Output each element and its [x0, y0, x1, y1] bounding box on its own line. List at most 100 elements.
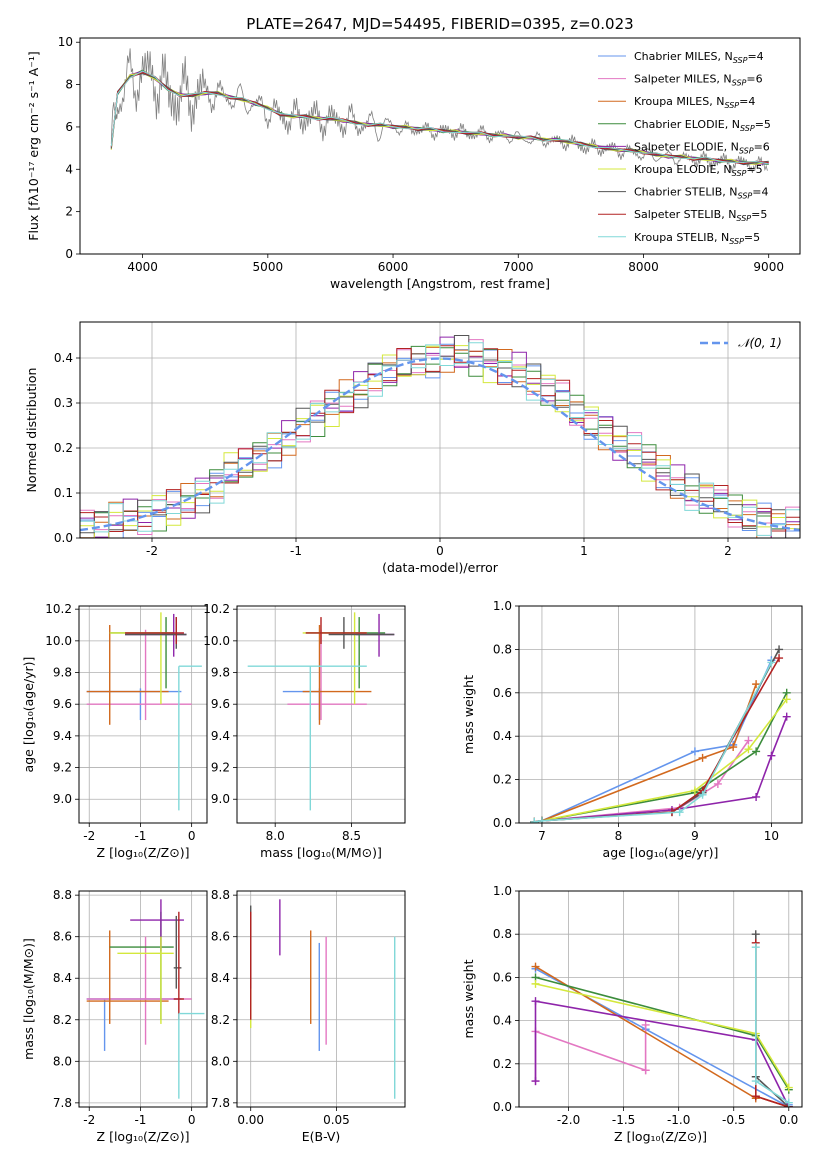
- y-tick-label: 0.6: [493, 970, 512, 984]
- errorbar-point: [173, 911, 184, 1020]
- x-tick-label: 8.0: [266, 829, 285, 843]
- x-tick-label: 9000: [753, 260, 784, 274]
- model-line: [110, 70, 769, 165]
- plot-area: [86, 899, 205, 1099]
- weight-marker: [782, 695, 791, 704]
- weight-marker: [641, 1020, 650, 1029]
- legend-label: Salpeter MILES, NSSP=6: [634, 73, 763, 88]
- weight-marker: [751, 943, 760, 952]
- legend-label: Kroupa MILES, NSSP=4: [634, 95, 755, 110]
- y-tick-label: 8.2: [211, 1013, 230, 1027]
- weight-marker: [729, 743, 738, 752]
- weight-marker: [530, 817, 539, 823]
- errorbar-point: [178, 665, 202, 811]
- axes-frame: [79, 321, 801, 539]
- errorbar-point: [109, 911, 174, 1020]
- y-tick-label: 0.4: [493, 729, 512, 743]
- x-axis-label: age [log₁₀(age/yr)]: [603, 845, 719, 860]
- axes-frame: [236, 605, 406, 824]
- y-axis-label: mass weight: [461, 959, 476, 1038]
- y-tick-label: 8.8: [211, 888, 230, 902]
- y-axis-label: Normed distribution: [24, 368, 39, 493]
- weight-marker: [744, 745, 753, 754]
- x-tick-label: 0.0: [779, 1113, 798, 1127]
- axes-frame: [78, 890, 208, 1108]
- weight-marker: [751, 1077, 760, 1086]
- plot-area: [530, 645, 791, 823]
- x-tick-label: -1.5: [612, 1113, 635, 1127]
- weight-marker: [784, 1083, 793, 1092]
- y-axis-label: Flux [fλ10⁻¹⁷ erg cm⁻² s⁻¹ A⁻¹]: [26, 51, 41, 240]
- y-tick-label: 8.2: [53, 1013, 72, 1027]
- y-axis-label: mass weight: [461, 675, 476, 754]
- y-tick-label: 0.8: [493, 642, 512, 656]
- weight-marker: [752, 792, 761, 801]
- weight-marker: [690, 747, 699, 756]
- y-tick-label: 0.4: [54, 351, 73, 365]
- panel-age-vs-mass: 8.0 8.5 9.0 9.2 9.4 9.6 9.8 10.0 10.2 mass [log₁₀…: [203, 602, 406, 860]
- x-axis-label: wavelength [Angstrom, rest frame]: [330, 276, 550, 291]
- y-tick-label: 10.2: [45, 602, 72, 616]
- legend-label: Chabrier MILES, NSSP=4: [634, 50, 764, 65]
- x-tick-label: 1: [580, 544, 588, 558]
- x-tick-label: -1: [134, 829, 146, 843]
- weight-marker: [675, 808, 684, 817]
- x-axis-label: Z [log₁₀(Z/Z⊙)]: [97, 1129, 190, 1144]
- x-tick-label: 8: [615, 829, 623, 843]
- errorbar-point: [117, 936, 174, 1024]
- x-tick-label: 5000: [253, 260, 284, 274]
- model-line: [110, 72, 769, 165]
- x-tick-label: 8000: [628, 260, 659, 274]
- x-tick-label: 2: [724, 544, 732, 558]
- legend-label: Chabrier STELIB, NSSP=4: [634, 186, 768, 201]
- x-tick-label: 8.5: [342, 829, 361, 843]
- weight-marker: [752, 680, 761, 689]
- y-tick-label: 1.0: [493, 599, 512, 613]
- y-tick-label: 0.6: [493, 686, 512, 700]
- y-tick-label: 8.6: [211, 930, 230, 944]
- plot-area: [110, 48, 769, 173]
- x-tick-label: -2: [83, 829, 95, 843]
- weight-line: [535, 983, 790, 1089]
- x-tick-label: -1: [134, 1113, 146, 1127]
- weight-marker: [775, 654, 784, 663]
- weight-marker: [531, 979, 540, 988]
- y-tick-label: 0: [65, 247, 73, 261]
- y-tick-label: 10: [58, 35, 73, 49]
- legend-label: Salpeter STELIB, NSSP=5: [634, 208, 767, 223]
- plot-area: [247, 612, 395, 811]
- y-tick-label: 0.1: [54, 486, 73, 500]
- x-tick-label: -2.0: [557, 1113, 580, 1127]
- errorbar-point: [86, 629, 192, 721]
- y-tick-label: 6: [65, 120, 73, 134]
- y-tick-label: 7.8: [53, 1096, 72, 1110]
- normal-curve: [80, 357, 800, 532]
- y-tick-label: 8.0: [53, 1054, 72, 1068]
- weight-line: [534, 716, 788, 823]
- y-tick-label: 0.4: [493, 1014, 512, 1028]
- y-tick-label: 10.2: [203, 602, 230, 616]
- data-spectrum-line: [110, 48, 768, 173]
- y-tick-label: 0.3: [54, 396, 73, 410]
- weight-line: [534, 1000, 790, 1107]
- histogram-step: [80, 345, 800, 538]
- y-tick-label: 9.2: [53, 761, 72, 775]
- weight-marker: [784, 1098, 793, 1107]
- weight-marker: [698, 790, 707, 799]
- y-tick-label: 0.0: [493, 1100, 512, 1114]
- x-axis-label: mass [log₁₀(M/M⊙)]: [260, 845, 382, 860]
- weight-line: [534, 662, 773, 823]
- y-tick-label: 4: [65, 162, 73, 176]
- panel-spectrum: 4000 5000 6000 7000 8000 9000 0 2 4 6 8 10 wavelengt…: [26, 35, 801, 291]
- plot-area: [531, 930, 793, 1107]
- errorbar-point: [302, 612, 367, 705]
- errorbar-point: [178, 1012, 205, 1099]
- weight-marker: [751, 930, 760, 939]
- plot-area: [80, 335, 800, 538]
- x-tick-label: -1: [290, 544, 302, 558]
- weight-marker: [641, 1066, 650, 1075]
- x-tick-label: 0.05: [323, 1113, 350, 1127]
- y-tick-label: 9.0: [53, 792, 72, 806]
- panel-residuals: -2 -1 0 1 2 0.0 0.1 0.2 0.3 0.4 (data-model)/error…: [24, 321, 801, 575]
